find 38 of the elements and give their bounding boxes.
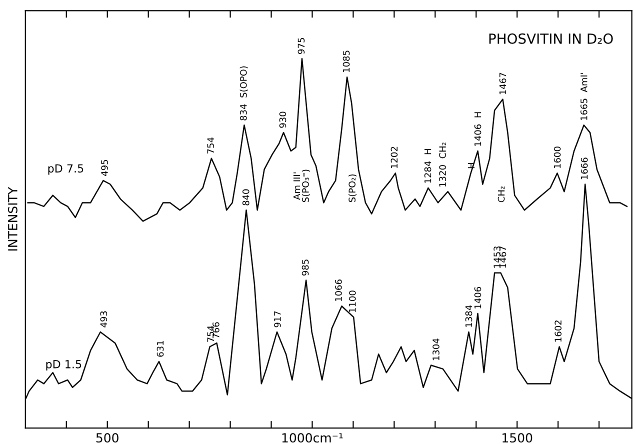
annotation: 975 [298,38,305,54]
annotation: 1384 [465,305,472,327]
annotation: 1406 [474,286,482,308]
y-axis-title: INTENSITY [8,186,18,251]
annotation: 1602 [554,320,562,342]
annotation: 1600 [554,146,561,168]
x-tick-label: 1500 [502,433,532,443]
annotation: 754 [207,138,214,154]
annotation: Am III' S(PO₃⁼) [293,170,310,202]
annotation: 985 [302,260,309,276]
annotation: 766 [212,322,220,338]
annotation: 1467 [499,72,506,94]
annotation: S(PO₂) [348,174,357,202]
annotation: 1665 AmI' [580,73,588,120]
annotation: 1284 H [424,149,432,183]
annotation: 495 [101,160,108,176]
series-label: pD 7.5 [48,164,84,175]
annotation: 917 [274,311,281,328]
annotation: 1406 H [474,112,482,146]
annotation: 493 [100,311,108,328]
x-tick-label: 500 [96,433,118,443]
annotation: 1202 [390,146,398,168]
annotation: 840 [242,189,250,206]
annotation: 631 [156,340,164,357]
annotation: 1320 CH₂ [439,142,446,186]
chart-title: PHOSVITIN IN D₂O [489,33,613,44]
annotation: 1304 [432,338,440,360]
annotation: 1666 [580,158,588,180]
annotation: 930 [279,112,286,128]
annotation: 1100 [348,290,356,312]
x-tick-label: 1000cm⁻¹ [282,433,343,443]
annotation: 834 S(OPO) [240,66,248,120]
annotation: 754 [207,326,214,342]
annotation: 1066 [335,280,342,301]
annotation: 1467 [499,246,506,268]
annotation: 1085 [342,50,350,72]
series-label: pD 1.5 [46,360,82,371]
annotation: CH₂ [498,186,505,202]
